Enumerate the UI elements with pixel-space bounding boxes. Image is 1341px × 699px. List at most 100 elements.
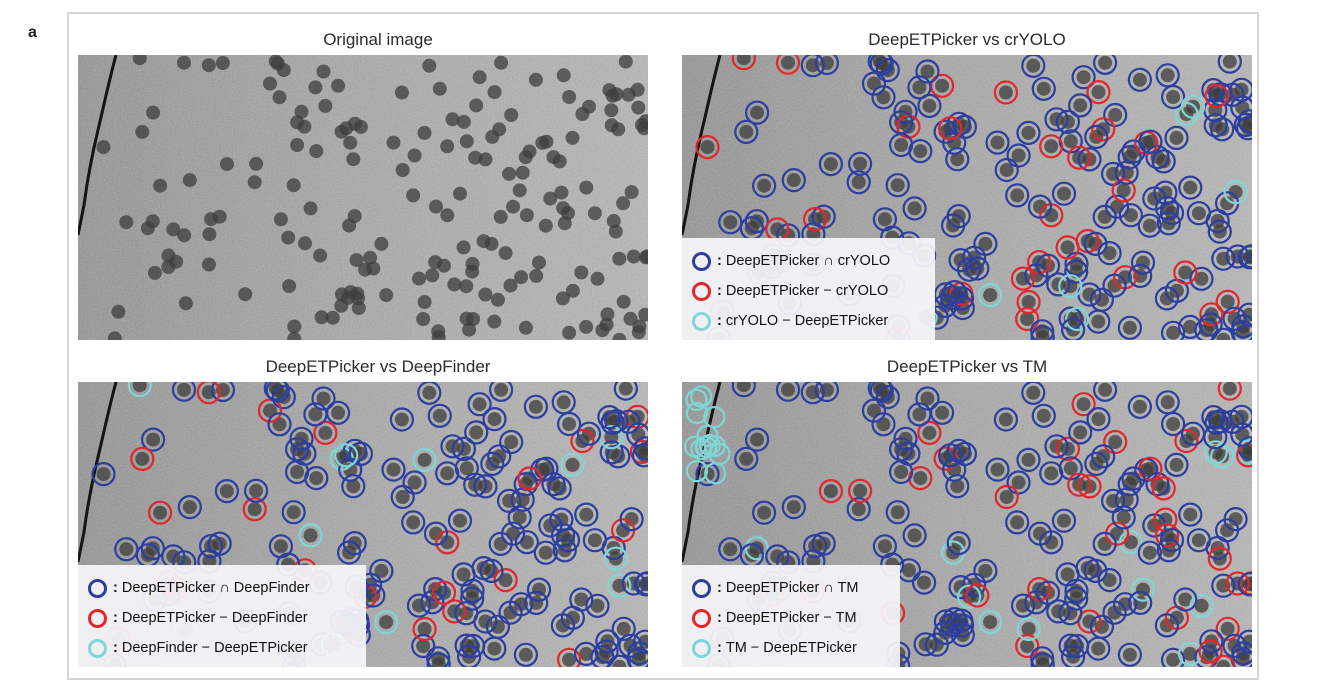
particle: [472, 397, 487, 412]
particle: [565, 130, 580, 145]
particle: [504, 435, 519, 449]
particle: [1063, 461, 1078, 476]
pick-circle: [493, 568, 518, 593]
pick-circle: [848, 478, 873, 503]
particle: [395, 490, 410, 504]
particle: [263, 76, 277, 91]
particle: [1132, 72, 1147, 87]
pick-circle: [1231, 314, 1252, 339]
pick-circle: [1035, 253, 1061, 278]
pick-circle: [848, 151, 873, 176]
pick-circle: [1114, 160, 1139, 185]
particle: [177, 228, 192, 243]
pick-circle: [994, 157, 1019, 183]
particle: [1060, 240, 1075, 255]
particle: [851, 502, 866, 517]
pick-circle: [1046, 599, 1071, 624]
pick-circle: [1231, 641, 1252, 666]
particle: [201, 58, 216, 73]
particle: [1091, 85, 1106, 100]
particle: [487, 412, 502, 427]
pick-circle: [1189, 266, 1214, 291]
legend-separator: :: [113, 580, 118, 596]
particle: [1094, 292, 1109, 307]
pick-circle: [585, 593, 610, 618]
particle: [462, 322, 477, 337]
pick-circle: [451, 436, 476, 462]
particle: [590, 598, 605, 613]
pick-circle: [985, 130, 1010, 155]
pick-circle: [1010, 266, 1036, 291]
pick-circle: [1058, 601, 1083, 626]
pick-circle: [547, 476, 572, 501]
particle: [440, 466, 455, 481]
particle: [1076, 397, 1091, 412]
pick-circle: [1151, 149, 1176, 174]
pick-circle: [1199, 302, 1224, 327]
particle: [1044, 208, 1059, 223]
particle: [1021, 452, 1036, 467]
pick-circle: [569, 587, 594, 612]
pick-circle: [427, 403, 452, 428]
particle: [1020, 312, 1035, 326]
panel-title-deepfinder: DeepETPicker vs DeepFinder: [265, 357, 491, 376]
pick-circle: [1015, 633, 1040, 659]
particle: [1160, 68, 1175, 83]
particle: [417, 125, 432, 140]
particle: [1169, 130, 1184, 145]
particle: [543, 191, 558, 206]
particle: [490, 619, 505, 634]
particle: [739, 451, 754, 466]
particle: [504, 108, 519, 122]
particle: [608, 224, 623, 239]
particle: [503, 605, 518, 620]
particle: [522, 144, 537, 159]
pick-circle: [298, 523, 323, 548]
particle: [1242, 577, 1252, 592]
particle: [1010, 515, 1025, 530]
particle: [177, 55, 191, 70]
particle: [1122, 320, 1137, 335]
particle: [922, 425, 937, 440]
panel-title-tm: DeepETPicker vs TM: [886, 357, 1048, 376]
pick-circle: [1051, 508, 1077, 533]
legend-separator: :: [717, 640, 722, 656]
pick-circle: [685, 401, 708, 425]
pick-circle: [775, 55, 801, 75]
pick-circle: [1067, 145, 1092, 170]
pick-circle: [942, 607, 967, 632]
particle: [339, 121, 354, 136]
particle: [394, 85, 409, 100]
pick-circle: [1068, 93, 1093, 118]
pick-circle: [1233, 112, 1252, 137]
particle: [579, 180, 594, 195]
particle: [459, 461, 474, 476]
pick-circle: [147, 500, 173, 525]
pick-circle: [1189, 593, 1214, 618]
particle: [290, 465, 305, 479]
particle: [1123, 208, 1138, 223]
legend-label: DeepETPicker − TM: [725, 610, 857, 626]
pick-circle: [467, 392, 492, 417]
pick-circle: [412, 616, 437, 642]
pick-circle: [867, 382, 892, 401]
particle: [445, 112, 460, 127]
pick-circle: [846, 497, 871, 522]
particle: [1116, 510, 1131, 525]
pick-circle: [949, 613, 975, 638]
particle: [1073, 425, 1088, 440]
pick-circle: [1089, 614, 1114, 639]
legend-separator: :: [717, 283, 722, 299]
legend-label: DeepETPicker ∩ TM: [725, 580, 859, 596]
pick-circle: [952, 114, 977, 140]
particle: [417, 622, 432, 636]
pick-circle: [889, 132, 914, 158]
pick-circle: [875, 58, 900, 83]
particle: [153, 505, 168, 520]
particle: [1091, 412, 1106, 427]
pick-circle: [263, 382, 288, 401]
pick-circle: [1093, 382, 1118, 402]
particle: [247, 502, 262, 517]
pick-circle: [538, 513, 563, 538]
pick-circle: [1006, 143, 1031, 168]
